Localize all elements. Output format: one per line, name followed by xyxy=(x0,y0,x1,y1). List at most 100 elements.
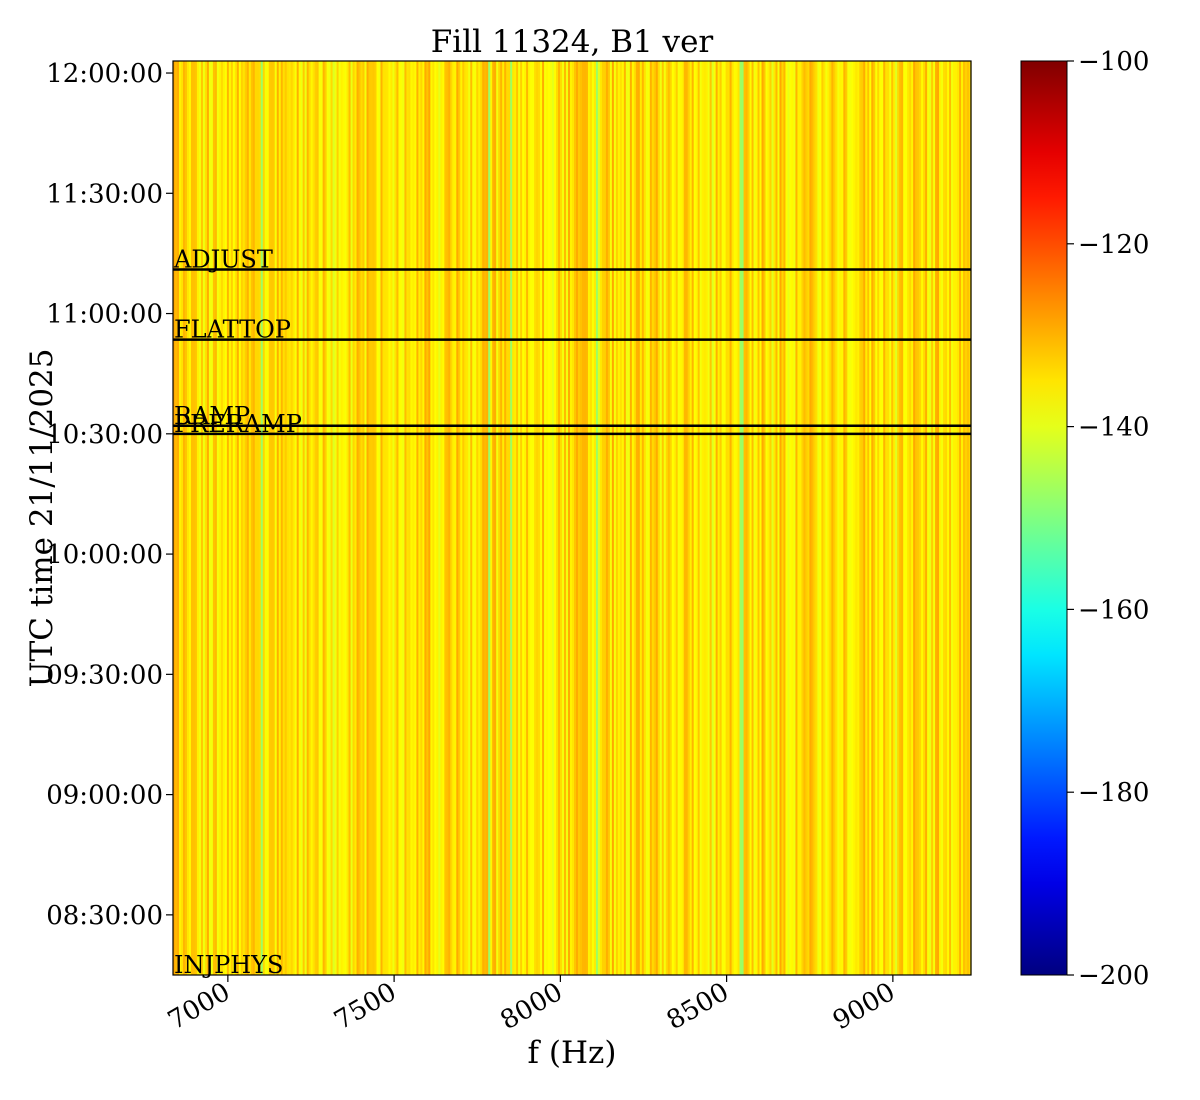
x-tick-label: 8000 xyxy=(496,977,568,1036)
heatmap-column xyxy=(723,61,727,975)
heatmap-column xyxy=(424,61,427,975)
heatmap-column xyxy=(679,61,683,975)
heatmap-column xyxy=(436,61,439,975)
plot-frame xyxy=(172,60,972,976)
heatmap-column xyxy=(773,61,777,975)
heatmap-column xyxy=(959,61,962,975)
heatmap-column xyxy=(875,61,878,975)
heatmap-column xyxy=(254,61,258,975)
y-tick-label: 12:00:00 xyxy=(46,59,163,89)
heatmap-column xyxy=(867,61,870,975)
heatmap-column xyxy=(635,61,639,975)
heatmap-column xyxy=(368,61,372,975)
chart-title: Fill 11324, B1 ver xyxy=(431,24,714,60)
heatmap-column xyxy=(270,61,274,975)
heatmap-column xyxy=(615,61,619,975)
heatmap-column xyxy=(348,61,352,975)
heatmap-column xyxy=(785,61,789,975)
heatmap-column xyxy=(186,61,190,975)
x-axis-label: f (Hz) xyxy=(528,1035,617,1071)
heatmap-column xyxy=(855,61,858,975)
heatmap-column xyxy=(560,61,563,975)
heatmap-column xyxy=(893,61,896,975)
heatmap-column xyxy=(807,61,811,975)
x-tick-label: 8500 xyxy=(662,977,734,1036)
heatmap-column xyxy=(360,61,364,975)
heatmap-column xyxy=(967,61,970,975)
heatmap-column xyxy=(747,61,751,975)
heatmap-column xyxy=(739,61,743,975)
heatmap-column xyxy=(857,61,860,975)
heatmap-column xyxy=(202,61,206,975)
heatmap-column xyxy=(641,61,645,975)
heatmap-column xyxy=(719,61,723,975)
heatmap-column xyxy=(665,61,669,975)
heatmap-column xyxy=(566,61,569,975)
heatmap-column xyxy=(464,61,467,975)
heatmap-column xyxy=(643,61,647,975)
heatmap-column xyxy=(619,61,623,975)
heatmap-column xyxy=(296,61,300,975)
heatmap-column xyxy=(266,61,270,975)
heatmap-column xyxy=(512,61,515,975)
heatmap-column xyxy=(737,61,741,975)
heatmap-column xyxy=(847,61,850,975)
heatmap-column xyxy=(851,61,854,975)
heatmap-column xyxy=(745,61,749,975)
heatmap-column xyxy=(695,61,699,975)
heatmap-column xyxy=(496,61,499,975)
heatmap-column xyxy=(234,61,238,975)
heatmap-column xyxy=(574,61,577,975)
heatmap-column xyxy=(759,61,763,975)
heatmap-column xyxy=(364,61,368,975)
heatmap-column xyxy=(943,61,946,975)
heatmap-column xyxy=(250,61,254,975)
heatmap-column xyxy=(917,61,920,975)
heatmap-column xyxy=(336,61,340,975)
heatmap-column xyxy=(330,61,334,975)
heatmap-column xyxy=(418,61,421,975)
heatmap-column xyxy=(729,61,733,975)
heatmap-column xyxy=(442,61,445,975)
heatmap-column xyxy=(961,61,964,975)
heatmap-column xyxy=(921,61,924,975)
heatmap-column xyxy=(659,61,663,975)
heatmap-column xyxy=(663,61,667,975)
heatmap-column xyxy=(743,61,747,975)
heatmap-column xyxy=(402,61,406,975)
heatmap-column xyxy=(577,61,581,975)
heatmap-column xyxy=(753,61,757,975)
heatmap-column xyxy=(284,61,288,975)
heatmap-column xyxy=(388,61,392,975)
heatmap-column xyxy=(839,61,842,975)
heatmap-column xyxy=(180,61,184,975)
heatmap-column xyxy=(500,61,503,975)
heatmap-column xyxy=(675,61,679,975)
heatmap-column xyxy=(268,61,272,975)
heatmap-column xyxy=(564,61,567,975)
heatmap-column xyxy=(681,61,685,975)
heatmap-column xyxy=(761,61,765,975)
heatmap-column xyxy=(520,61,523,975)
heatmap-column xyxy=(957,61,960,975)
heatmap-column xyxy=(410,61,413,975)
heatmap-column xyxy=(173,61,176,975)
heatmap-column xyxy=(192,61,196,975)
heatmap-column xyxy=(879,61,882,975)
heatmap-column xyxy=(799,61,803,975)
heatmap-column xyxy=(623,61,627,975)
x-tick-label: 7000 xyxy=(163,977,235,1036)
heatmap-column xyxy=(452,61,455,975)
heatmap-column xyxy=(334,61,338,975)
heatmap-column xyxy=(949,61,952,975)
y-tick-label: 09:00:00 xyxy=(46,781,163,811)
heatmap-column xyxy=(366,61,370,975)
heatmap-column xyxy=(394,61,398,975)
heatmap-column xyxy=(486,61,489,975)
heatmap-column xyxy=(597,61,601,975)
heatmap-column xyxy=(370,61,374,975)
heatmap-column xyxy=(322,61,326,975)
colorbar xyxy=(1020,60,1068,976)
heatmap-column xyxy=(629,61,633,975)
heatmap-column xyxy=(532,61,535,975)
